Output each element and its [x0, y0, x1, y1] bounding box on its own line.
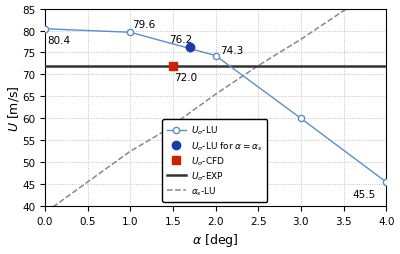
Text: 76.2: 76.2 — [169, 35, 192, 45]
X-axis label: $\alpha$ [deg]: $\alpha$ [deg] — [192, 232, 239, 248]
Legend: $U_\sigma$-LU, $U_\sigma$-LU for $\alpha = \alpha_s$, $U_\sigma$-CFD, $U_\sigma$: $U_\sigma$-LU, $U_\sigma$-LU for $\alpha… — [162, 120, 267, 202]
Text: 79.6: 79.6 — [132, 20, 155, 30]
Text: 72.0: 72.0 — [175, 72, 198, 83]
Text: 45.5: 45.5 — [352, 190, 375, 200]
Text: 80.4: 80.4 — [48, 36, 71, 46]
Y-axis label: $U$ [m/s]: $U$ [m/s] — [6, 85, 20, 131]
Text: 74.3: 74.3 — [220, 45, 243, 55]
